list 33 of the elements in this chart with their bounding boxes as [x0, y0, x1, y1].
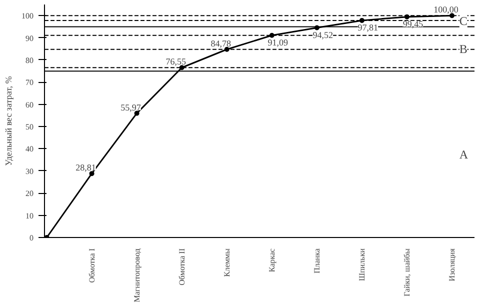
- y-tick-label: 80: [26, 56, 34, 65]
- annotation: A: [459, 147, 468, 162]
- annotation: B: [459, 42, 468, 56]
- y-tick-label: 40: [26, 144, 34, 154]
- x-tick-label: Каркас: [267, 248, 276, 272]
- data-label: 76,55: [166, 56, 186, 67]
- x-tick-label: Магнитопровод: [132, 248, 142, 302]
- annotation: C: [459, 14, 468, 28]
- data-label: 84,78: [210, 38, 232, 48]
- x-tick-label: Планка: [312, 248, 322, 274]
- y-tick-label: 70: [26, 78, 34, 88]
- x-tick-label: Клеммы: [222, 248, 232, 277]
- y-tick-label: 20: [26, 189, 34, 198]
- data-label: 97,81: [358, 22, 378, 32]
- y-tick-label: 0: [30, 234, 34, 242]
- data-label: 28,81: [76, 162, 96, 173]
- y-axis-title: Удельный вес затрат, %: [4, 76, 14, 166]
- x-tick-label: Шпильки: [357, 248, 366, 281]
- x-tick-label: Обмотка I: [87, 248, 96, 283]
- data-label: 99,45: [402, 18, 424, 29]
- x-tick-label: Изоляция: [447, 248, 456, 282]
- y-tick-label: 30: [26, 166, 34, 176]
- y-tick-label: 50: [26, 122, 34, 132]
- x-tick-label: Гайки, шайбы: [402, 248, 412, 296]
- y-tick-label: 100: [22, 12, 34, 21]
- y-tick-label: 10: [26, 211, 34, 220]
- y-tick-label: 90: [26, 34, 34, 43]
- data-label: 94,52: [312, 30, 334, 40]
- data-label: 55,97: [120, 102, 142, 112]
- x-tick-label: Обмотка II: [177, 248, 186, 286]
- y-tick-label: 60: [26, 100, 34, 110]
- data-label: 91,09: [268, 37, 289, 48]
- data-label: 100,00: [434, 4, 459, 15]
